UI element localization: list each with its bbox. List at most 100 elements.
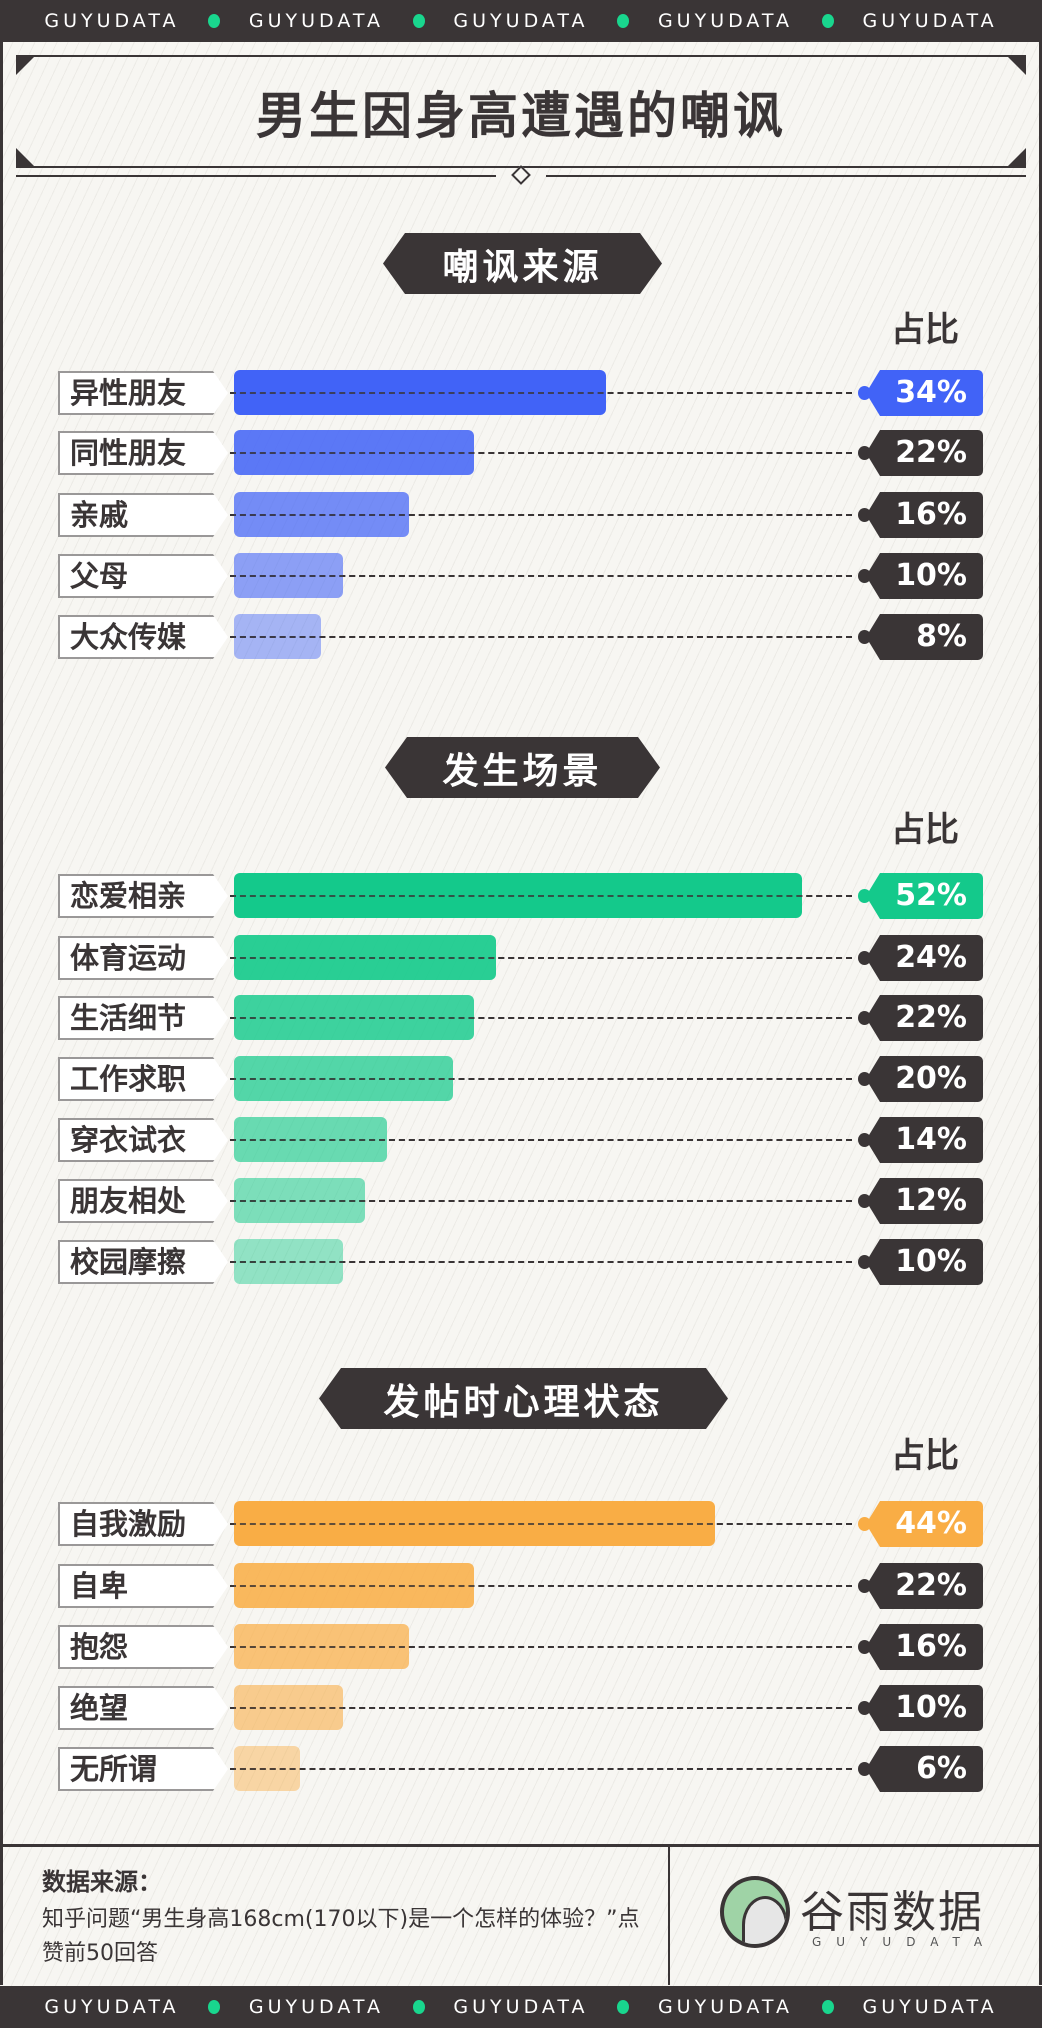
bar-row: 恋爱相亲 52% (0, 873, 1042, 919)
dot-icon (617, 14, 630, 28)
bird-logo-icon (720, 1876, 790, 1948)
bar-row: 绝望 10% (0, 1685, 1042, 1731)
value-tag: 16% (866, 492, 983, 538)
strip-text: GUYUDATA (657, 1996, 794, 2018)
category-label: 亲戚 (58, 493, 228, 537)
dashed-leader (230, 1646, 852, 1648)
bar-row: 生活细节 22% (0, 995, 1042, 1041)
value-tag: 6% (866, 1746, 983, 1792)
category-label: 体育运动 (58, 936, 228, 980)
category-label: 朋友相处 (58, 1179, 228, 1223)
value-tag: 8% (866, 614, 983, 660)
pin-dot (858, 446, 871, 460)
dot-icon (412, 2000, 425, 2014)
source-text: 知乎问题“男生身高168cm(170以下)是一个怎样的体验？”点赞前50回答 (42, 1907, 640, 1966)
category-label: 恋爱相亲 (58, 874, 228, 918)
corner-decoration (16, 57, 34, 75)
ratio-label: 占比 (891, 310, 959, 350)
pin-dot (858, 1701, 871, 1715)
pin-dot (858, 1579, 871, 1593)
pin-dot (858, 1255, 871, 1269)
section-header: 发生场景 (385, 737, 660, 798)
section-header: 发帖时心理状态 (319, 1368, 728, 1429)
bar-row: 校园摩擦 10% (0, 1239, 1042, 1285)
pin-dot (858, 1133, 871, 1147)
value-tag: 34% (866, 370, 983, 416)
dashed-leader (230, 1139, 852, 1141)
category-label: 绝望 (58, 1686, 228, 1730)
value-tag: 10% (866, 553, 983, 599)
pin-dot (858, 889, 871, 903)
pin-dot (858, 508, 871, 522)
strip-text: GUYUDATA (453, 10, 589, 32)
ratio-label: 占比 (891, 810, 959, 850)
value-tag: 22% (866, 430, 983, 476)
bar-row: 抱怨 16% (0, 1624, 1042, 1670)
bar-row: 无所谓 6% (0, 1746, 1042, 1792)
dot-icon (208, 14, 221, 28)
logo-sub: GUYUDATA (812, 1935, 998, 1949)
value-tag: 20% (866, 1056, 983, 1102)
title-box: 男生因身高遭遇的嘲讽 (16, 55, 1026, 168)
bar-row: 大众传媒 8% (0, 614, 1042, 660)
pin-dot (858, 1517, 871, 1531)
pin-dot (858, 1011, 871, 1025)
strip-text: GUYUDATA (44, 10, 180, 32)
section-header: 嘲讽来源 (383, 233, 662, 294)
logo-name: 谷雨数据 (800, 1887, 984, 1938)
pin-dot (858, 951, 871, 965)
dashed-leader (230, 1261, 852, 1263)
strip-text: GUYUDATA (44, 1996, 180, 2018)
category-label: 自我激励 (58, 1502, 228, 1546)
strip-text: GUYUDATA (248, 1996, 384, 2018)
dashed-leader (230, 895, 852, 897)
dashed-leader (230, 1017, 852, 1019)
footer-divider (668, 1846, 670, 1985)
footer (3, 1844, 1039, 1985)
value-tag: 24% (866, 935, 983, 981)
bar-row: 异性朋友 34% (0, 370, 1042, 416)
pin-dot (858, 1072, 871, 1086)
strip-text: GUYUDATA (862, 1996, 998, 2018)
dashed-leader (230, 575, 852, 577)
frame (0, 42, 1042, 1985)
corner-decoration (1008, 57, 1026, 75)
pin-dot (858, 630, 871, 644)
bar-row: 亲戚 16% (0, 492, 1042, 538)
category-label: 穿衣试衣 (58, 1118, 228, 1162)
category-label: 自卑 (58, 1564, 228, 1608)
category-label: 无所谓 (58, 1747, 228, 1791)
category-label: 父母 (58, 554, 228, 598)
category-label: 异性朋友 (58, 371, 228, 415)
strip-text: GUYUDATA (657, 10, 794, 32)
dashed-leader (230, 514, 852, 516)
bar-row: 朋友相处 12% (0, 1178, 1042, 1224)
bar-row: 父母 10% (0, 553, 1042, 599)
value-tag: 22% (866, 995, 983, 1041)
corner-decoration (16, 148, 34, 166)
bar-row: 同性朋友 22% (0, 430, 1042, 476)
dot-icon (412, 14, 425, 28)
ratio-label: 占比 (891, 1436, 959, 1476)
pin-dot (858, 1194, 871, 1208)
value-tag: 22% (866, 1563, 983, 1609)
dot-icon (617, 2000, 630, 2014)
category-label: 生活细节 (58, 996, 228, 1040)
dot-icon (821, 14, 834, 28)
pin-dot (858, 1640, 871, 1654)
pin-dot (858, 1762, 871, 1776)
dashed-leader (230, 1585, 852, 1587)
dashed-leader (230, 1768, 852, 1770)
source-label: 数据来源： (42, 1868, 162, 1896)
dashed-leader (230, 392, 852, 394)
dashed-leader (230, 636, 852, 638)
dashed-leader (230, 1200, 852, 1202)
bottom-strip: GUYUDATA GUYUDATA GUYUDATA GUYUDATA GUYUDATA (0, 1986, 1042, 2028)
pin-dot (858, 386, 871, 400)
top-strip: GUYUDATA GUYUDATA GUYUDATA GUYUDATA GUYUDATA (0, 0, 1042, 42)
corner-decoration (1008, 148, 1026, 166)
dashed-leader (230, 452, 852, 454)
bar-row: 体育运动 24% (0, 935, 1042, 981)
divider-line (16, 175, 496, 177)
value-tag: 12% (866, 1178, 983, 1224)
